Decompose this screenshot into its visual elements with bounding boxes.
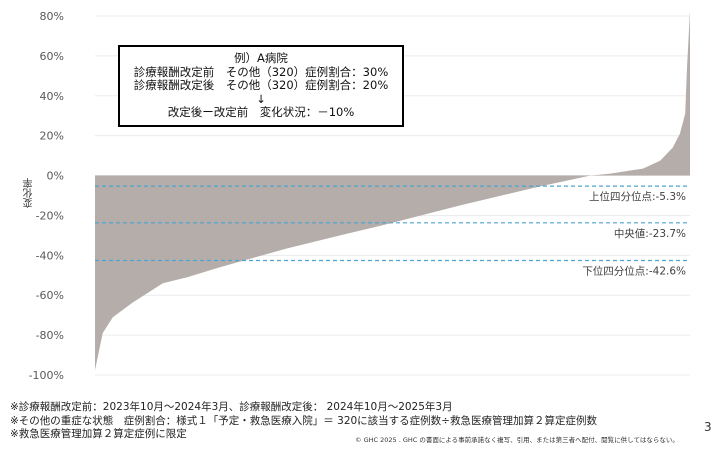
y-tick-label: 80%: [40, 10, 64, 23]
copyright: © GHC 2025 . GHC の書面による事前承諾なく複写、引用、または第三…: [355, 436, 679, 444]
y-tick-label: -100%: [29, 369, 64, 382]
y-axis-label: 変化率: [24, 178, 35, 208]
reference-line-label: 中央値:-23.7%: [614, 227, 686, 240]
y-tick-label: -20%: [36, 209, 64, 222]
example-change: 改定後ー改定前 変化状況：－10%: [167, 105, 355, 119]
example-before: 診療報酬改定前 その他（320）症例割合：30%: [133, 64, 389, 79]
down-arrow-icon: ↓: [256, 91, 266, 106]
example-after: 診療報酬改定後 その他（320）症例割合：20%: [133, 78, 389, 92]
footer-notes: ※診療報酬改定前：2023年10月～2024年3月、診療報酬改定後： 2024年…: [10, 401, 597, 442]
chart: 80% 60% 40% 20% 0% -20% -40% -60% -80% -100% 上位四分位…: [29, 10, 690, 382]
example-box: 例）A病院 診療報酬改定前 その他（320）症例割合：30% 診療報酬改定後 そ…: [118, 45, 404, 127]
reference-line-label: 上位四分位点:-5.3%: [589, 190, 686, 203]
footer-note: ※救急医療管理加算２算定症例に限定: [10, 428, 187, 440]
page-number: 3: [704, 420, 712, 434]
y-tick-label: 0%: [47, 170, 64, 183]
y-tick-label: 40%: [40, 90, 64, 103]
footer-note: ※その他の重症な状態 症例割合：様式１「予定・救急医療入院」＝ 320に該当する…: [10, 414, 597, 427]
y-tick-label: 60%: [40, 50, 64, 63]
y-tick-label: 20%: [40, 130, 64, 143]
y-tick-label: -40%: [36, 249, 64, 262]
y-tick-label: -80%: [36, 329, 64, 342]
example-title: 例）A病院: [234, 51, 288, 65]
reference-line-label: 下位四分位点:-42.6%: [582, 265, 686, 278]
footer-note: ※診療報酬改定前：2023年10月～2024年3月、診療報酬改定後： 2024年…: [10, 401, 453, 413]
y-tick-label: -60%: [36, 289, 64, 302]
change-rate-area: [95, 11, 690, 370]
